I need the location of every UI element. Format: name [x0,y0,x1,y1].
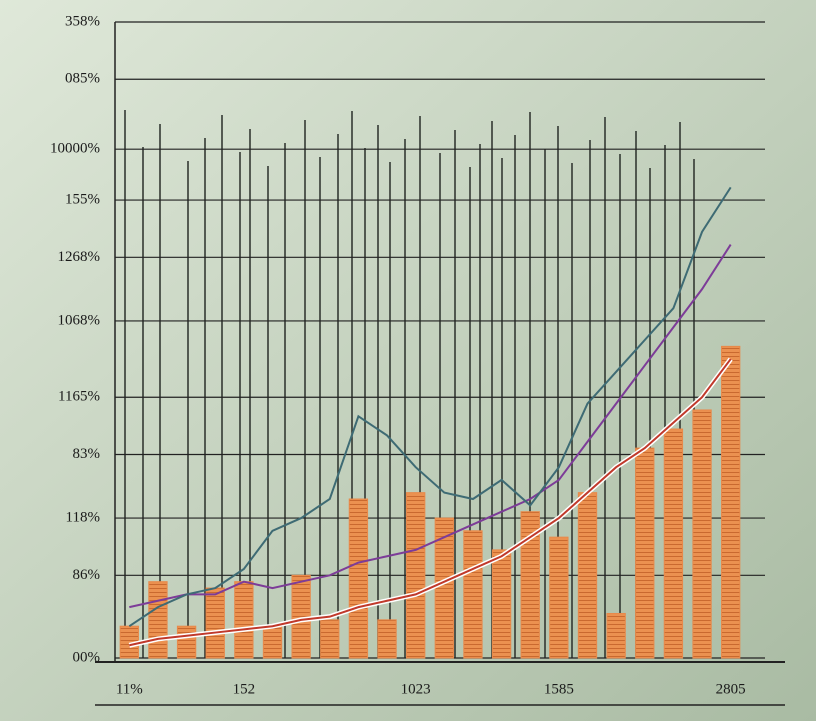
y-tick-label: 83% [73,446,101,462]
y-tick-label: 085% [65,71,100,87]
bar [148,581,168,659]
y-tick-label: 86% [73,567,101,583]
y-tick-label: 1268% [58,249,101,265]
bar [491,549,512,659]
y-tick-label: 1165% [58,389,100,405]
y-tick-label: 00% [73,649,101,665]
bar [520,511,540,659]
x-tick-label: 152 [233,681,256,697]
bar [262,625,283,659]
line [129,358,732,647]
bar [635,447,655,659]
bar [577,492,598,659]
bar [692,409,712,659]
bar [176,625,197,659]
bar [348,498,369,659]
x-tick-label: 2805 [716,681,746,697]
bar [549,536,569,659]
bar [606,612,626,659]
y-tick-label: 10000% [50,141,100,157]
x-tick-label: 11% [116,681,143,697]
bar [377,619,397,659]
y-tick-label: 118% [66,510,100,526]
y-tick-label: 1068% [58,312,101,328]
bar [320,619,340,659]
bar [406,492,426,659]
y-tick-label: 155% [65,192,100,208]
line [128,186,732,628]
bar [663,428,684,659]
bar [205,587,225,659]
x-tick-label: 1023 [401,681,431,697]
bar [234,581,254,659]
bar [463,530,483,659]
bar [721,345,741,659]
line [129,244,732,609]
y-tick-label: 358% [65,13,100,29]
x-tick-label: 1585 [544,681,574,697]
